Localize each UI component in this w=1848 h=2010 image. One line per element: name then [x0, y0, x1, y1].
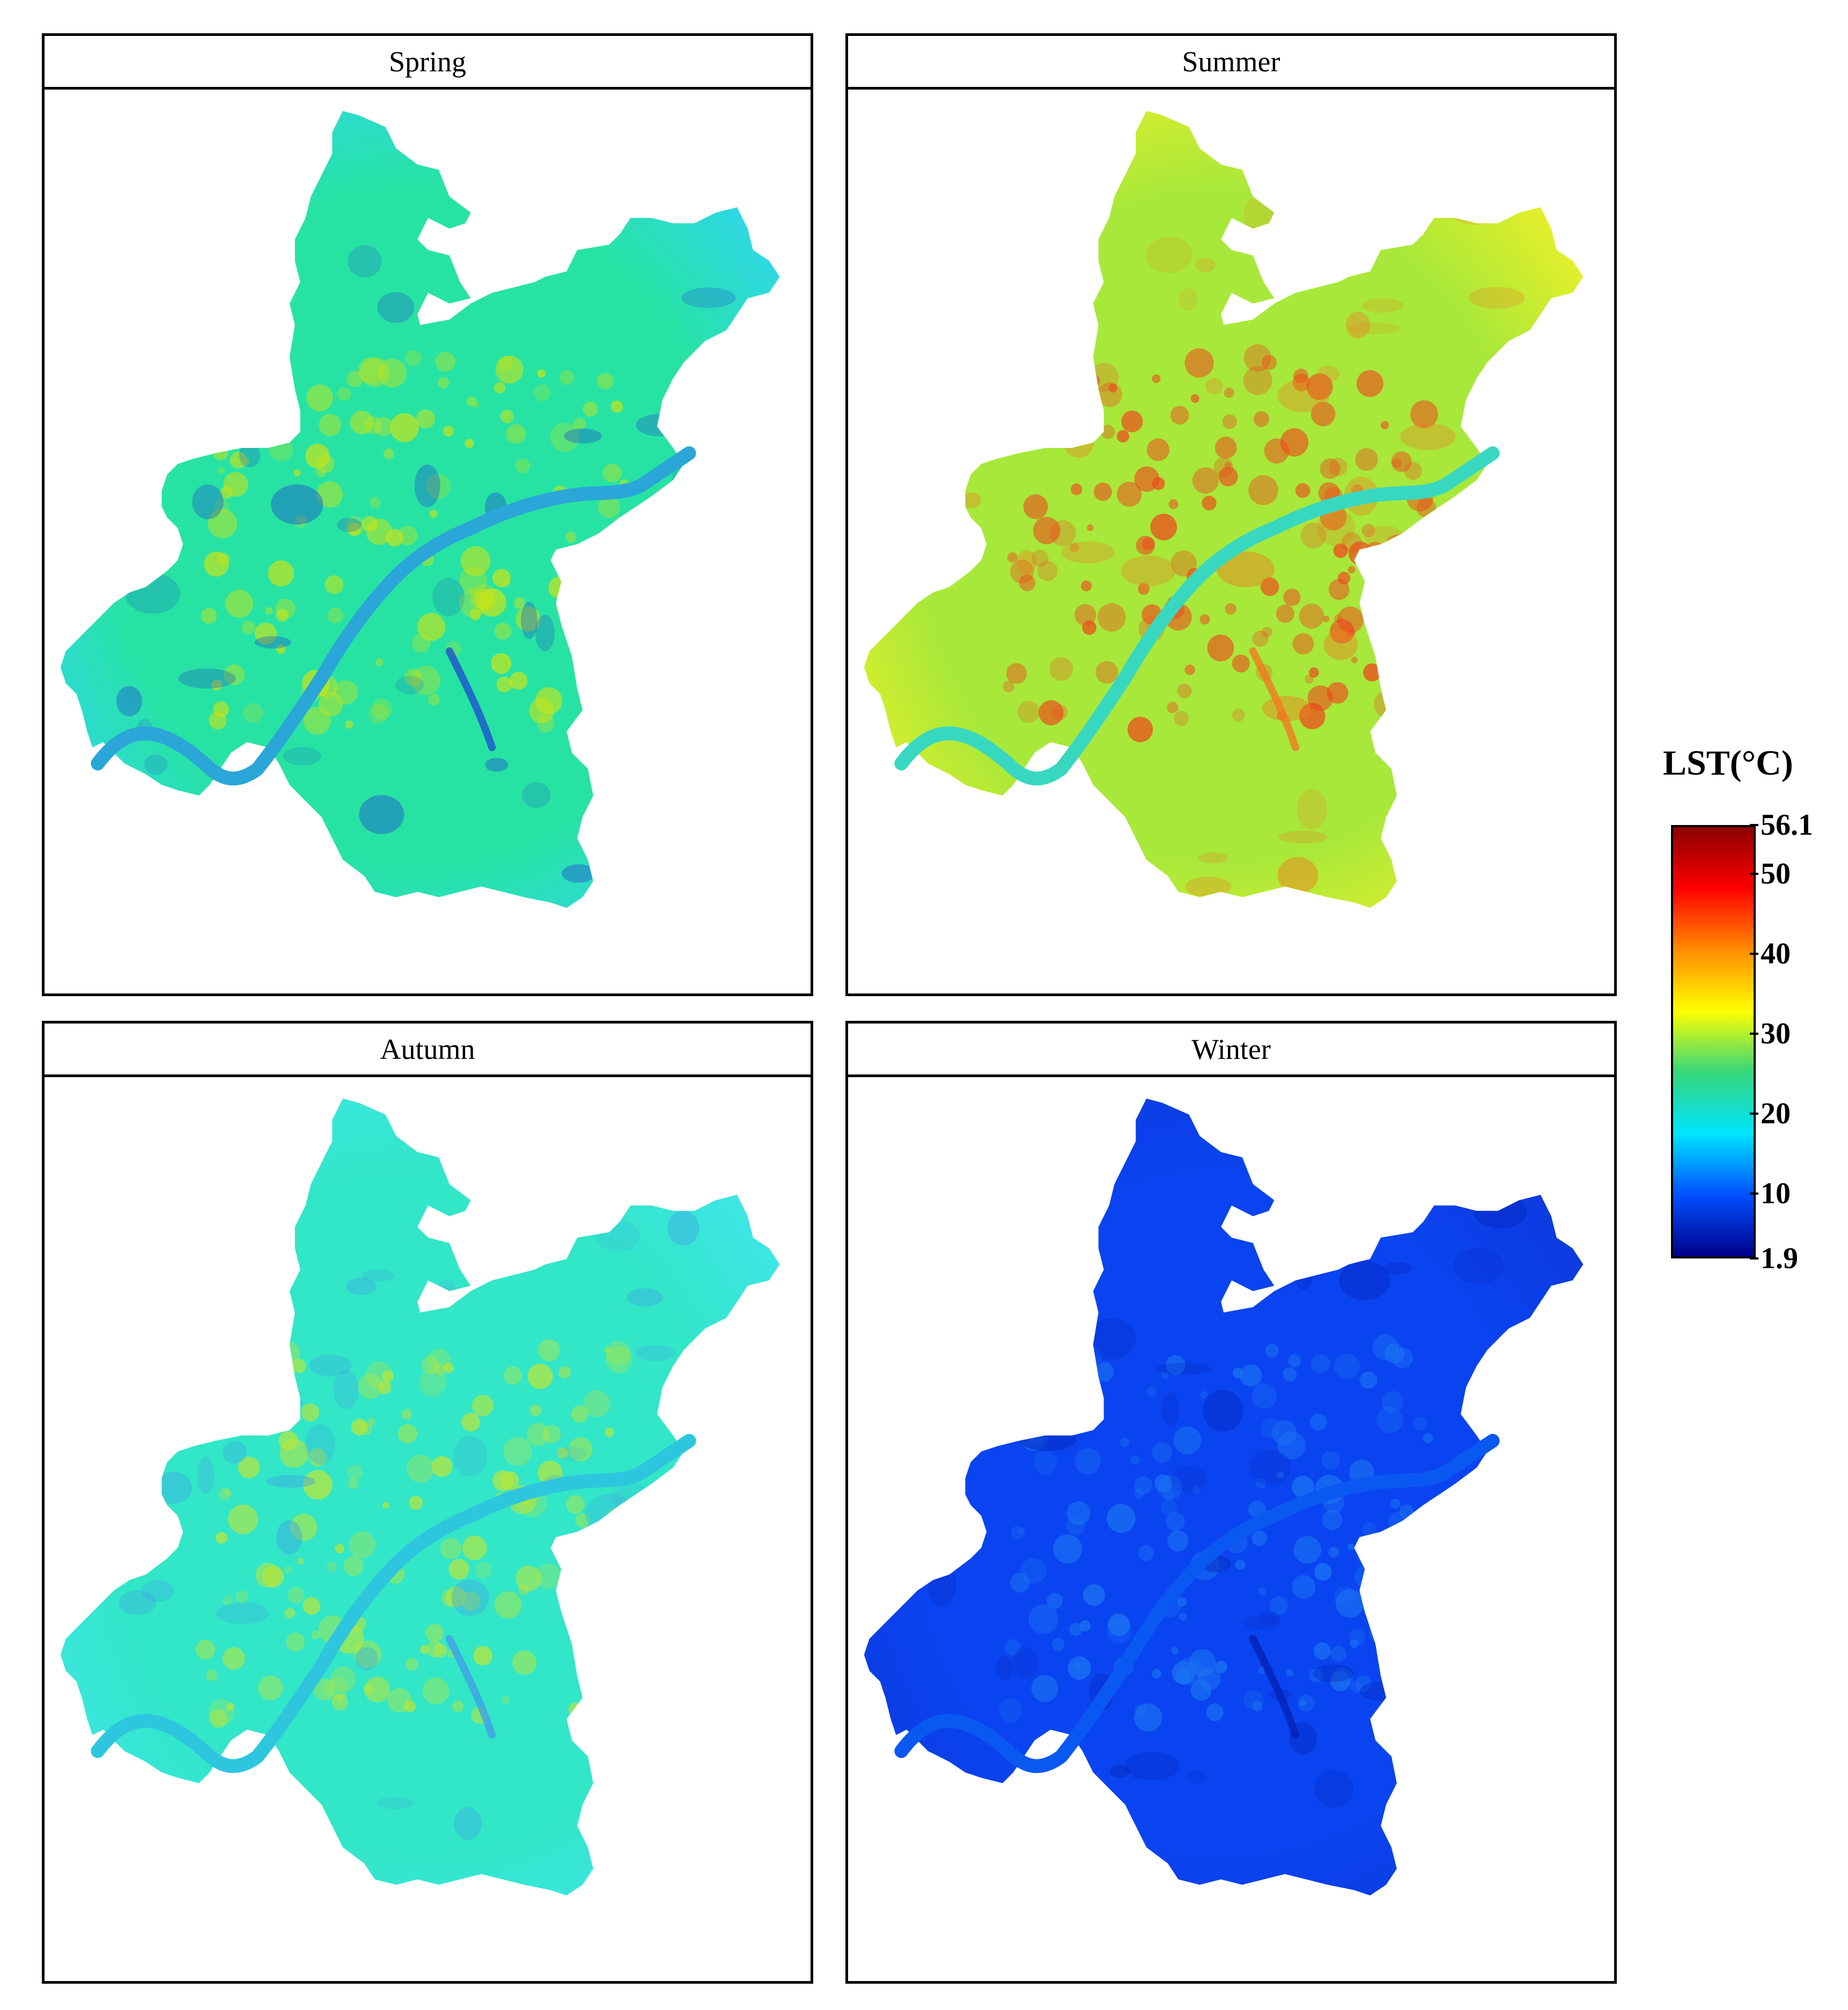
panel-title-winter: Winter: [848, 1024, 1614, 1077]
river-summer: [894, 446, 1500, 786]
lst-map-winter: [864, 1098, 1584, 1896]
lake-autumn: [445, 1634, 496, 1739]
map-spring: [45, 90, 811, 993]
legend-tick-label: 30: [1761, 1017, 1791, 1051]
panel-title-spring: Spring: [45, 36, 811, 90]
legend-tick-mark: [1750, 953, 1758, 955]
map-winter: [848, 1077, 1614, 1981]
region-outline-autumn: [60, 1098, 780, 1896]
legend-tick-label: 40: [1761, 937, 1791, 970]
legend-tick-label: 10: [1761, 1177, 1791, 1211]
panel-spring: Spring: [42, 33, 813, 996]
legend-tick-mark: [1750, 1257, 1758, 1260]
panel-winter: Winter: [845, 1021, 1617, 1984]
legend-tick-mark: [1750, 1113, 1758, 1115]
legend-tick-mark: [1750, 1192, 1758, 1195]
river-winter: [894, 1434, 1500, 1773]
region-outline-spring: [60, 111, 780, 908]
lake-summer: [1249, 647, 1300, 752]
panel-title-autumn: Autumn: [45, 1024, 811, 1077]
legend-tick-label: 1.9: [1761, 1242, 1798, 1275]
legend-tick-mark: [1750, 824, 1758, 826]
lst-map-spring: [60, 111, 780, 908]
lake-winter: [1249, 1634, 1300, 1739]
legend-tick-label: 20: [1761, 1097, 1791, 1131]
river-autumn: [91, 1434, 696, 1773]
legend-tick-mark: [1750, 872, 1758, 875]
lst-map-summer: [864, 111, 1584, 908]
legend-colorbar: [1671, 825, 1756, 1258]
lake-spring: [445, 647, 496, 752]
map-autumn: [45, 1077, 811, 1981]
lst-map-autumn: [60, 1098, 780, 1896]
legend-tick-label: 50: [1761, 857, 1791, 890]
region-outline-winter: [864, 1098, 1584, 1896]
river-spring: [91, 446, 696, 786]
map-summer: [848, 90, 1614, 993]
legend-tick-label: 56.1: [1761, 808, 1813, 842]
legend-tick-mark: [1750, 1033, 1758, 1035]
region-outline-summer: [864, 111, 1584, 908]
panel-autumn: Autumn: [42, 1021, 813, 1984]
panel-summer: Summer: [845, 33, 1617, 996]
legend-title: LST(°C): [1663, 743, 1793, 783]
panel-title-summer: Summer: [848, 36, 1614, 90]
